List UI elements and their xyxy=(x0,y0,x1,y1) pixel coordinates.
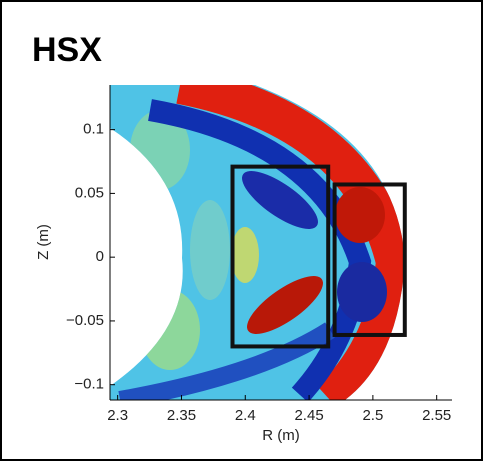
x-tick-label: 2.4 xyxy=(235,407,256,424)
region-box xyxy=(332,182,407,337)
y-tick-label: −0.05 xyxy=(66,312,104,329)
y-axis-label: Z (m) xyxy=(35,224,52,260)
y-tick-label: 0.05 xyxy=(75,184,104,201)
y-tick-label: −0.1 xyxy=(74,376,104,393)
x-axis-label: R (m) xyxy=(262,427,300,444)
x-tick-label: 2.35 xyxy=(167,407,196,424)
y-tick-label: 0 xyxy=(96,248,104,265)
x-tick-label: 2.3 xyxy=(107,407,128,424)
x-tick-label: 2.5 xyxy=(362,407,383,424)
chart-title: HSX xyxy=(32,31,102,69)
region-box xyxy=(230,164,331,349)
x-tick-label: 2.55 xyxy=(422,407,451,424)
y-tick-label: 0.1 xyxy=(83,121,104,138)
x-tick-label: 2.45 xyxy=(294,407,323,424)
